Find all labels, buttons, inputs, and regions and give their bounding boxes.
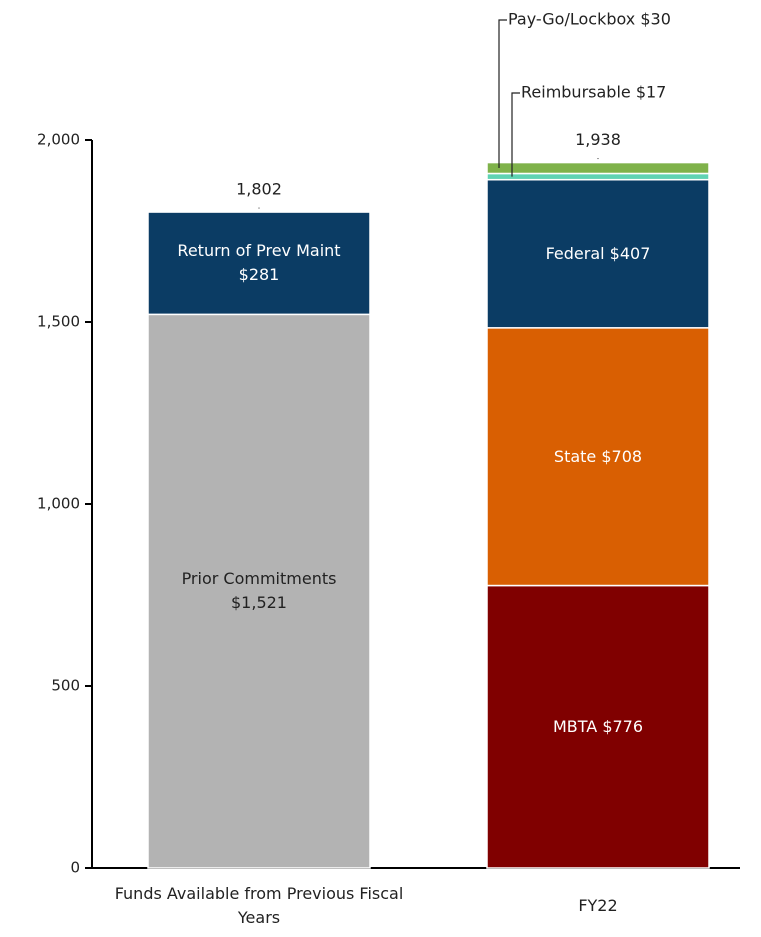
x-tick-label: Funds Available from Previous Fiscal Yea… xyxy=(114,884,404,927)
segment-label: MBTA $776 xyxy=(552,716,644,736)
bar-segment xyxy=(486,161,710,175)
segment-label: Federal $407 xyxy=(545,243,651,263)
bar-segment xyxy=(486,172,710,181)
callout-leader xyxy=(511,92,520,177)
y-tick-label: 2,000 xyxy=(37,131,80,149)
segment-label: Return of Prev Maint $281 xyxy=(177,241,341,285)
y-tick-label: 1,000 xyxy=(37,495,80,513)
y-tick-label: 0 xyxy=(70,859,80,877)
x-tick-label: FY22 xyxy=(578,896,618,915)
y-tick-label: 1,500 xyxy=(37,313,80,331)
callout-label: Pay-Go/Lockbox $30 xyxy=(508,10,671,29)
callout-leader xyxy=(498,19,507,169)
bar-segment xyxy=(486,327,710,587)
bar-segment xyxy=(147,313,371,869)
segment-label: Prior Commitments $1,521 xyxy=(181,569,337,613)
bar-segment xyxy=(147,211,371,316)
bar-segment xyxy=(486,584,710,869)
segment-label: State $708 xyxy=(553,446,643,466)
total-label: 1,802 xyxy=(236,180,282,199)
callout-label: Reimbursable $17 xyxy=(521,83,666,102)
total-label: 1,938 xyxy=(575,130,621,149)
y-tick-label: 500 xyxy=(51,677,80,695)
